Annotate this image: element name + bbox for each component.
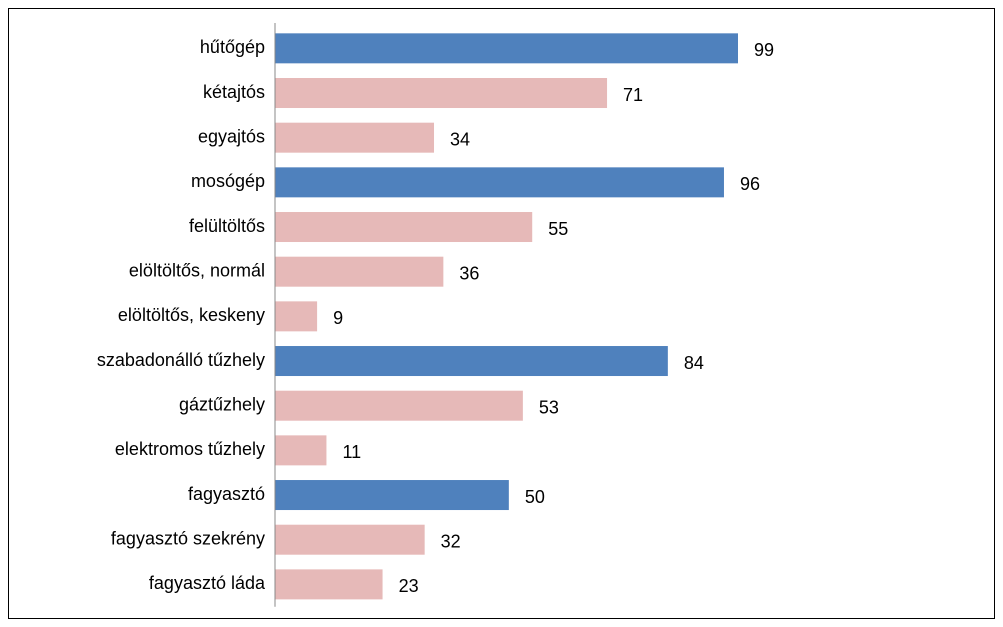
bar (275, 256, 444, 287)
bar (275, 480, 509, 511)
bar (275, 301, 318, 332)
category-label: gáztűzhely (179, 394, 265, 414)
value-label: 11 (342, 442, 361, 462)
bar (275, 435, 327, 466)
category-label: fagyasztó láda (149, 573, 266, 593)
value-label: 23 (399, 576, 419, 596)
value-label: 53 (539, 397, 559, 417)
value-label: 99 (754, 40, 774, 60)
value-label: 34 (450, 129, 470, 149)
bar (275, 569, 383, 600)
bar (275, 33, 738, 64)
value-label: 55 (548, 219, 568, 239)
category-label: elöltöltős, keskeny (118, 305, 265, 325)
category-label: elektromos tűzhely (115, 439, 265, 459)
value-label: 50 (525, 487, 545, 507)
value-label: 36 (459, 263, 479, 283)
value-label: 96 (740, 174, 760, 194)
category-label: egyajtós (198, 126, 265, 146)
category-label: fagyasztó (188, 484, 265, 504)
bar (275, 390, 523, 421)
bar (275, 346, 668, 377)
category-label: hűtőgép (200, 37, 265, 57)
value-label: 32 (441, 531, 461, 551)
category-label: kétajtós (203, 82, 265, 102)
bar (275, 78, 608, 109)
bar (275, 167, 724, 198)
category-label: mosógép (191, 171, 265, 191)
category-label: szabadonálló tűzhely (97, 350, 265, 370)
bar (275, 212, 533, 243)
category-label: fagyasztó szekrény (111, 528, 265, 548)
category-label: elöltöltős, normál (129, 260, 265, 280)
category-label: felültöltős (189, 216, 265, 236)
bar (275, 122, 435, 153)
value-label: 9 (333, 308, 343, 328)
value-label: 71 (623, 85, 643, 105)
value-label: 84 (684, 353, 704, 373)
bar (275, 524, 425, 555)
chart-frame (8, 8, 995, 619)
